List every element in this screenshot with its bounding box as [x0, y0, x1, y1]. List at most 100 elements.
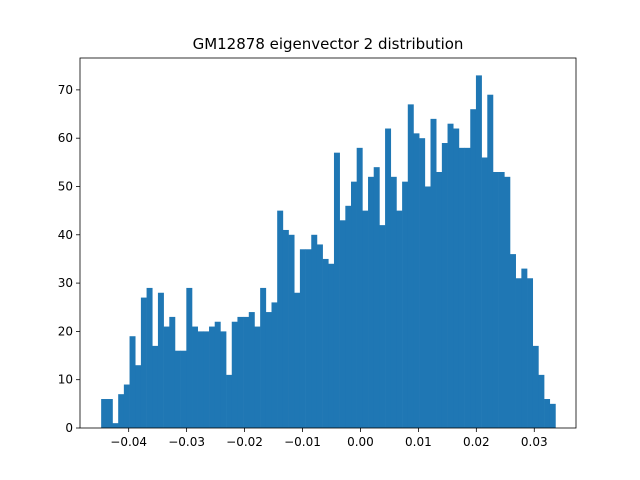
- histogram-bar: [254, 326, 261, 428]
- histogram-bar: [294, 292, 301, 428]
- histogram-bar: [464, 147, 471, 429]
- histogram-bar: [203, 331, 210, 428]
- histogram-bar: [351, 181, 357, 428]
- histogram-bar: [527, 278, 534, 428]
- x-tick-label: −0.03: [168, 435, 205, 449]
- histogram-bar: [379, 225, 386, 428]
- histogram-bar: [282, 229, 289, 428]
- histogram-bar: [362, 210, 369, 428]
- histogram-bar: [123, 384, 130, 428]
- y-tick-label: 70: [58, 83, 73, 97]
- histogram-bar: [430, 118, 437, 428]
- histogram-bar: [492, 171, 499, 428]
- histogram-bar: [140, 297, 147, 428]
- histogram-bar: [169, 316, 176, 428]
- histogram-bar: [299, 249, 306, 428]
- x-tick-label: −0.04: [110, 435, 147, 449]
- histogram-bar: [532, 345, 539, 428]
- histogram-bar: [152, 345, 159, 428]
- histogram-bar: [180, 350, 187, 428]
- x-tick-label: −0.02: [226, 435, 263, 449]
- y-tick-label: 0: [65, 421, 73, 435]
- histogram-bar: [118, 394, 125, 428]
- histogram-bar: [220, 331, 227, 428]
- bars-group: [101, 75, 556, 429]
- histogram-bar: [192, 326, 198, 428]
- histogram-bar: [345, 205, 352, 428]
- histogram-bar: [510, 254, 516, 428]
- histogram-bar: [407, 104, 414, 428]
- histogram-bar: [265, 312, 272, 428]
- x-axis-ticks: −0.04 −0.03 −0.02 −0.01 0.00 0.01 0.02 0.03: [110, 428, 548, 449]
- plot-frame: [79, 57, 577, 429]
- y-tick-label: 50: [58, 179, 73, 193]
- histogram-bar: [481, 157, 488, 429]
- histogram-bar: [260, 287, 267, 428]
- histogram-bar: [413, 133, 420, 428]
- histogram-bar: [515, 278, 522, 428]
- histogram-bar: [453, 128, 460, 428]
- x-tick-label: 0.01: [405, 435, 432, 449]
- histogram-bar: [390, 176, 397, 428]
- histogram-bar: [106, 399, 113, 428]
- y-tick-label: 60: [58, 131, 73, 145]
- histogram-bar: [129, 336, 136, 428]
- histogram-bar: [322, 258, 329, 428]
- y-tick-label: 10: [58, 373, 73, 387]
- histogram-bar: [112, 423, 119, 428]
- histogram-bar: [237, 316, 244, 428]
- y-tick-label: 30: [58, 276, 73, 290]
- y-tick-label: 20: [58, 324, 73, 338]
- histogram-bar: [288, 234, 295, 428]
- histogram-bar: [441, 143, 448, 428]
- histogram-bar: [498, 171, 505, 428]
- histogram-bar: [447, 123, 454, 429]
- histogram-bar: [101, 399, 108, 428]
- histogram-bar: [475, 75, 482, 428]
- histogram-bar: [436, 171, 443, 428]
- histogram-bar: [333, 152, 340, 428]
- histogram-bar: [146, 287, 153, 428]
- histogram-bar: [311, 234, 318, 428]
- histogram-bar: [271, 302, 278, 428]
- histogram-bar: [544, 399, 551, 428]
- histogram-bar: [521, 268, 528, 428]
- histogram-bar: [231, 321, 238, 428]
- histogram-bar: [458, 147, 465, 429]
- chart-title: GM12878 eigenvector 2 distribution: [193, 35, 464, 53]
- histogram-bar: [419, 138, 426, 428]
- histogram-bar: [157, 292, 164, 428]
- histogram-bar: [197, 331, 204, 428]
- x-tick-label: 0.00: [347, 435, 374, 449]
- histogram-bar: [209, 326, 216, 428]
- histogram-bar: [396, 210, 403, 428]
- histogram-bar: [214, 321, 221, 428]
- histogram-bar: [339, 220, 346, 428]
- histogram-bar: [135, 365, 142, 428]
- histogram-bar: [243, 316, 250, 428]
- histogram-bar: [226, 374, 233, 428]
- histogram-bar: [186, 287, 193, 428]
- histogram-bar: [470, 109, 477, 428]
- histogram-bar: [538, 374, 545, 428]
- histogram-bar: [402, 181, 409, 428]
- histogram-bar: [385, 128, 392, 428]
- histogram-bar: [174, 350, 181, 428]
- histogram-bar: [316, 244, 323, 428]
- y-axis-ticks: 0 10 20 30 40 50 60 70: [58, 83, 80, 435]
- histogram-bar: [549, 403, 556, 428]
- histogram-bar: [424, 186, 431, 428]
- histogram-bar: [504, 176, 511, 428]
- histogram-bar: [328, 263, 335, 428]
- histogram-bar: [277, 210, 284, 428]
- x-tick-label: 0.02: [463, 435, 490, 449]
- histogram-bar: [487, 94, 494, 429]
- histogram-bar: [373, 167, 380, 428]
- x-tick-label: 0.03: [521, 435, 548, 449]
- histogram-bar: [305, 249, 312, 428]
- histogram-bar: [356, 147, 363, 429]
- y-tick-label: 40: [58, 228, 73, 242]
- histogram-bar: [163, 326, 170, 428]
- histogram-bar: [248, 312, 255, 428]
